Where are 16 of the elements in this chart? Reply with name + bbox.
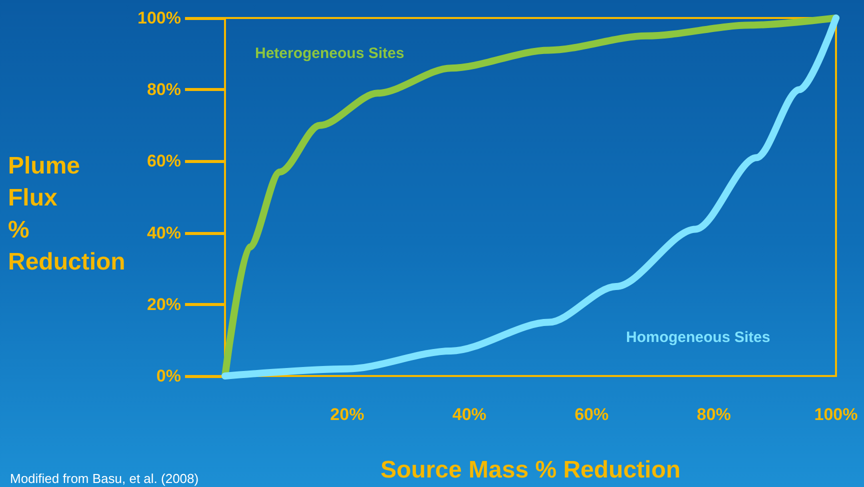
y-axis-title: Plume Flux % Reduction bbox=[8, 152, 126, 276]
y-tick-label: 100% bbox=[138, 8, 181, 28]
y-tick-label: 80% bbox=[146, 80, 181, 100]
x-tick-label: 20% bbox=[330, 405, 364, 424]
text: Modified from Basu, et al. (2008) bbox=[10, 471, 199, 486]
x-tick-label: 60% bbox=[574, 405, 609, 424]
text: Homogeneous Sites bbox=[626, 329, 770, 346]
y-tick-label: 20% bbox=[146, 294, 181, 314]
y-tick-label: 40% bbox=[146, 223, 181, 242]
y-tick-label: 0% bbox=[156, 366, 181, 386]
x-axis-title: Source Mass % Reduction bbox=[380, 456, 681, 484]
x-tick-label: 40% bbox=[452, 405, 486, 424]
series-label: Heterogeneous Sites bbox=[255, 45, 404, 62]
y-tick-label: 60% bbox=[146, 152, 181, 171]
x-tick-label: 80% bbox=[696, 405, 731, 424]
x-tick-label: 100% bbox=[814, 405, 858, 424]
